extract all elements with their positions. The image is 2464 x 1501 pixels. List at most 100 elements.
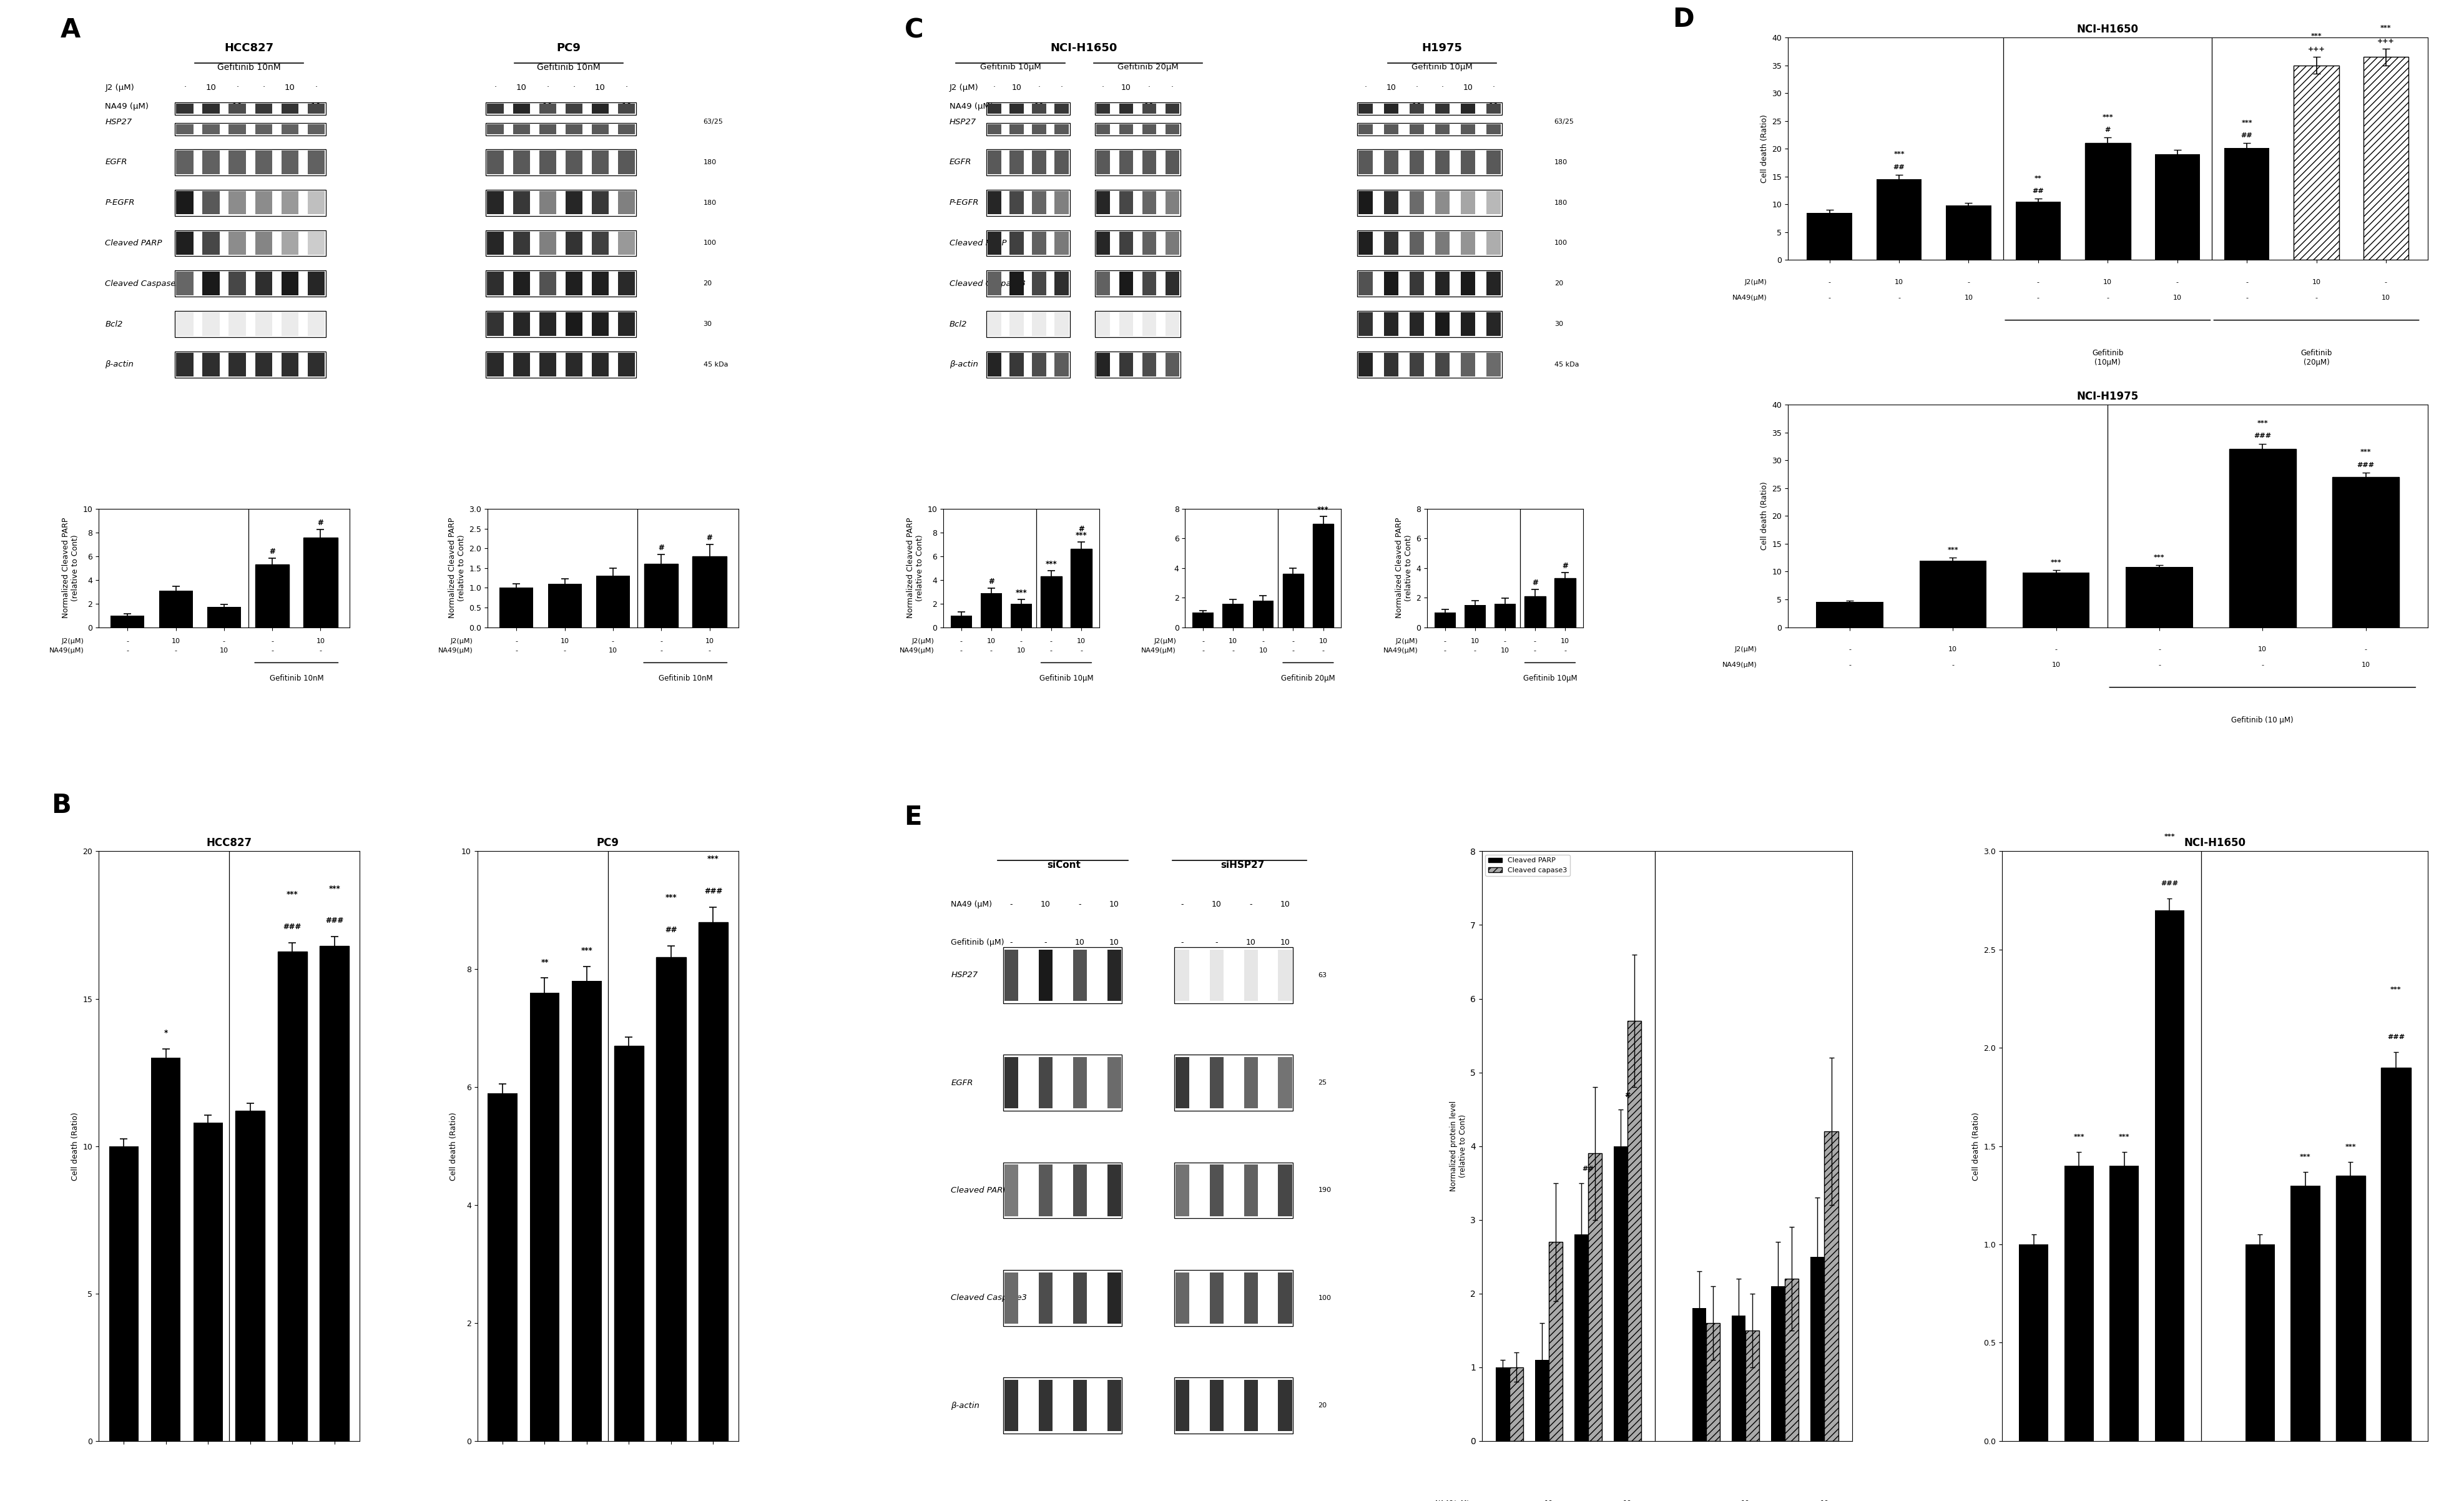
Text: 10: 10 [542, 102, 552, 111]
Bar [986, 230, 1069, 257]
Text: -: - [958, 648, 963, 654]
Bar [1106, 1165, 1121, 1216]
Bar [1003, 1379, 1018, 1432]
Bar [1210, 1379, 1222, 1432]
Text: 10: 10 [1949, 647, 1956, 653]
Bar [1244, 1273, 1257, 1324]
Bar [1210, 1273, 1222, 1324]
Bar [1037, 1057, 1052, 1108]
Text: -: - [1262, 638, 1264, 644]
Text: 10: 10 [1560, 638, 1570, 644]
Bar [485, 351, 636, 378]
Bar [1486, 125, 1501, 134]
Bar [1003, 1057, 1018, 1108]
Text: NA49(μM): NA49(μM) [1732, 294, 1767, 302]
Text: ***: *** [582, 946, 591, 955]
Text: **: ** [540, 958, 549, 967]
Text: ***: *** [1892, 152, 1905, 158]
Text: 100: 100 [702, 240, 717, 246]
Bar [513, 272, 530, 296]
Bar [1486, 353, 1501, 377]
Bar [1461, 150, 1473, 174]
Bar [202, 125, 219, 134]
Text: #: # [318, 519, 323, 527]
Bar [278, 952, 308, 1441]
Text: B: B [52, 793, 71, 818]
Bar [1358, 102, 1501, 116]
Text: 10: 10 [1412, 102, 1422, 111]
Text: -: - [660, 648, 663, 654]
Text: -: - [271, 648, 274, 654]
Text: Gefitinib 20μM: Gefitinib 20μM [1116, 63, 1178, 72]
Bar [485, 231, 503, 255]
Text: NA49(μM): NA49(μM) [49, 648, 84, 654]
Bar [1252, 600, 1274, 627]
Bar [1385, 191, 1397, 215]
Bar [1525, 596, 1545, 627]
Text: E: E [904, 805, 922, 830]
Text: Gefitinib 10μM: Gefitinib 10μM [1412, 63, 1473, 72]
Bar [1094, 149, 1180, 176]
Bar [1032, 353, 1045, 377]
Bar [1003, 1165, 1018, 1216]
Text: 10: 10 [172, 638, 180, 644]
Text: -: - [611, 638, 614, 644]
Bar [1385, 104, 1397, 114]
Bar [1193, 612, 1212, 627]
Bar [1096, 312, 1109, 336]
Text: ·: · [1148, 84, 1151, 92]
Bar [1175, 1273, 1190, 1324]
Text: 63/25: 63/25 [702, 119, 722, 125]
Text: ***: *** [2257, 420, 2267, 426]
Bar [281, 272, 298, 296]
Text: 180: 180 [702, 200, 717, 206]
Bar [1409, 312, 1424, 336]
Bar [988, 191, 1000, 215]
Bar [513, 312, 530, 336]
Bar [1358, 311, 1501, 338]
Text: D: D [1673, 6, 1693, 33]
Bar [1119, 231, 1133, 255]
Text: P-EGFR: P-EGFR [949, 198, 978, 207]
Bar [1032, 231, 1045, 255]
Text: Gefitinib 20μM: Gefitinib 20μM [1281, 674, 1335, 683]
Text: P-EGFR: P-EGFR [106, 198, 136, 207]
Text: β-actin: β-actin [949, 360, 978, 369]
Bar [1806, 213, 1850, 260]
Bar [1705, 1322, 1720, 1441]
Text: 10: 10 [986, 638, 995, 644]
Text: ***: *** [2154, 554, 2163, 560]
Bar [281, 104, 298, 114]
Bar [1119, 353, 1133, 377]
Bar [988, 231, 1000, 255]
Bar [1094, 311, 1180, 338]
Bar [1434, 104, 1449, 114]
Bar [1772, 1286, 1784, 1441]
Bar [1096, 125, 1109, 134]
Bar [1141, 272, 1156, 296]
Text: 10: 10 [1109, 901, 1119, 908]
Bar [1010, 125, 1023, 134]
Text: ***: *** [2346, 1144, 2356, 1150]
Text: -: - [1828, 294, 1831, 302]
Bar [1816, 602, 1882, 627]
Text: 10: 10 [515, 84, 527, 92]
Text: ***: *** [2119, 1133, 2129, 1141]
Text: ·: · [493, 102, 495, 111]
Bar [308, 150, 325, 174]
Text: -: - [1202, 638, 1205, 644]
Text: -: - [2158, 662, 2161, 668]
Bar [1003, 1162, 1121, 1219]
Bar [177, 272, 195, 296]
Text: 10: 10 [1895, 279, 1902, 285]
Text: -: - [515, 648, 517, 654]
Bar [564, 191, 582, 215]
Bar [1055, 312, 1069, 336]
Text: ·: · [1015, 102, 1018, 111]
Text: ***: *** [2240, 120, 2252, 126]
Bar [1486, 312, 1501, 336]
Bar [1096, 150, 1109, 174]
Bar [1119, 125, 1133, 134]
Bar [1385, 272, 1397, 296]
Bar [988, 150, 1000, 174]
